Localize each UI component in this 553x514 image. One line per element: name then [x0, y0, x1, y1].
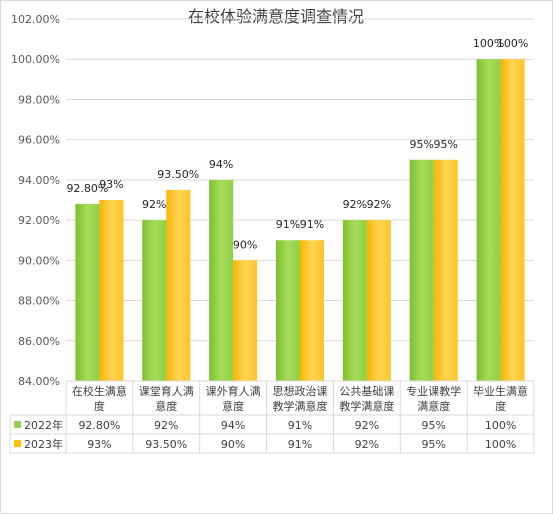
table-cell: 92.80%	[78, 419, 120, 432]
table-cell: 91%	[288, 438, 312, 451]
bar-2023年-0	[99, 200, 124, 381]
chart-title: 在校体验满意度调查情况	[188, 7, 364, 26]
bar-2022年-1	[142, 220, 167, 381]
data-label: 92%	[343, 198, 367, 211]
category-label: 课堂育人满	[139, 384, 194, 398]
data-label: 100%	[497, 37, 528, 50]
bar-2023年-3	[300, 240, 324, 381]
data-label: 95%	[409, 138, 433, 151]
y-tick-label: 100.00%	[11, 53, 60, 66]
data-label: 92.80%	[66, 182, 108, 195]
category-label: 教学满意度	[273, 399, 328, 413]
bar-2022年-4	[342, 220, 367, 381]
category-label: 满意度	[417, 399, 450, 413]
category-label: 度	[94, 399, 105, 413]
category-label: 在校生满意	[72, 384, 127, 398]
y-tick-label: 90.00%	[18, 254, 60, 267]
table-cell: 93.50%	[145, 438, 187, 451]
bar-2023年-5	[433, 159, 458, 381]
category-label: 意度	[222, 399, 244, 413]
data-label: 94%	[209, 158, 233, 171]
bar-2022年-2	[209, 179, 234, 381]
category-label: 毕业生满意	[473, 384, 528, 398]
bar-2023年-1	[166, 189, 191, 381]
table-cell: 94%	[221, 419, 245, 432]
data-table: 在校生满意度课堂育人满意度课外育人满意度思想政治课教学满意度公共基础课教学满意度…	[9, 380, 535, 454]
category-label: 课外育人满	[206, 384, 261, 398]
bar-2022年-3	[276, 240, 300, 381]
y-tick-label: 92.00%	[18, 214, 60, 227]
category-label: 度	[495, 399, 506, 413]
data-labels: 92.80% 92% 94% 91% 92% 95% 100% 93% 93.50% 90% 91%…	[66, 37, 528, 251]
data-label: 92%	[367, 198, 391, 211]
legend-label: 2023年	[24, 437, 63, 451]
data-label: 93%	[99, 178, 123, 191]
data-label: 91%	[276, 218, 300, 231]
y-axis: 84.00% 86.00% 88.00% 90.00% 92.00% 94.00% 96.0…	[11, 13, 60, 388]
table-cell: 95%	[421, 419, 445, 432]
y-tick-label: 88.00%	[18, 295, 60, 308]
table-cell: 92%	[154, 419, 178, 432]
table-cell: 95%	[421, 438, 445, 451]
y-tick-label: 84.00%	[18, 375, 60, 388]
bar-2022年-6	[476, 59, 501, 381]
bar-2023年-4	[366, 220, 391, 381]
data-label: 95%	[433, 138, 457, 151]
category-label: 意度	[155, 399, 177, 413]
y-tick-label: 86.00%	[18, 335, 60, 348]
table-cell: 100%	[485, 438, 516, 451]
data-label: 92%	[142, 198, 166, 211]
category-label: 专业课教学	[406, 384, 461, 398]
y-tick-label: 102.00%	[11, 13, 60, 26]
legend-label: 2022年	[24, 418, 63, 432]
bar-2023年-2	[233, 260, 258, 381]
table-cell: 92%	[355, 419, 379, 432]
bar-2022年-5	[409, 159, 434, 381]
table-cell: 93%	[87, 438, 111, 451]
data-label: 100%	[473, 37, 504, 50]
y-tick-label: 96.00%	[18, 134, 60, 147]
y-tick-label: 94.00%	[18, 174, 60, 187]
category-label: 教学满意度	[339, 399, 394, 413]
legend-key-2023年	[14, 440, 21, 447]
data-label: 93.50%	[157, 168, 199, 181]
bar-2022年-0	[75, 204, 100, 381]
data-label: 90%	[233, 238, 257, 251]
bars	[75, 59, 525, 381]
bar-2023年-6	[500, 59, 525, 381]
table-cell: 100%	[485, 419, 516, 432]
table-cell: 91%	[288, 419, 312, 432]
table-cell: 90%	[221, 438, 245, 451]
table-cell: 92%	[355, 438, 379, 451]
category-label: 思想政治课	[273, 384, 328, 398]
category-label: 公共基础课	[339, 385, 394, 398]
y-tick-label: 98.00%	[18, 93, 60, 106]
data-label: 91%	[300, 218, 324, 231]
legend-key-2022年	[14, 421, 21, 428]
